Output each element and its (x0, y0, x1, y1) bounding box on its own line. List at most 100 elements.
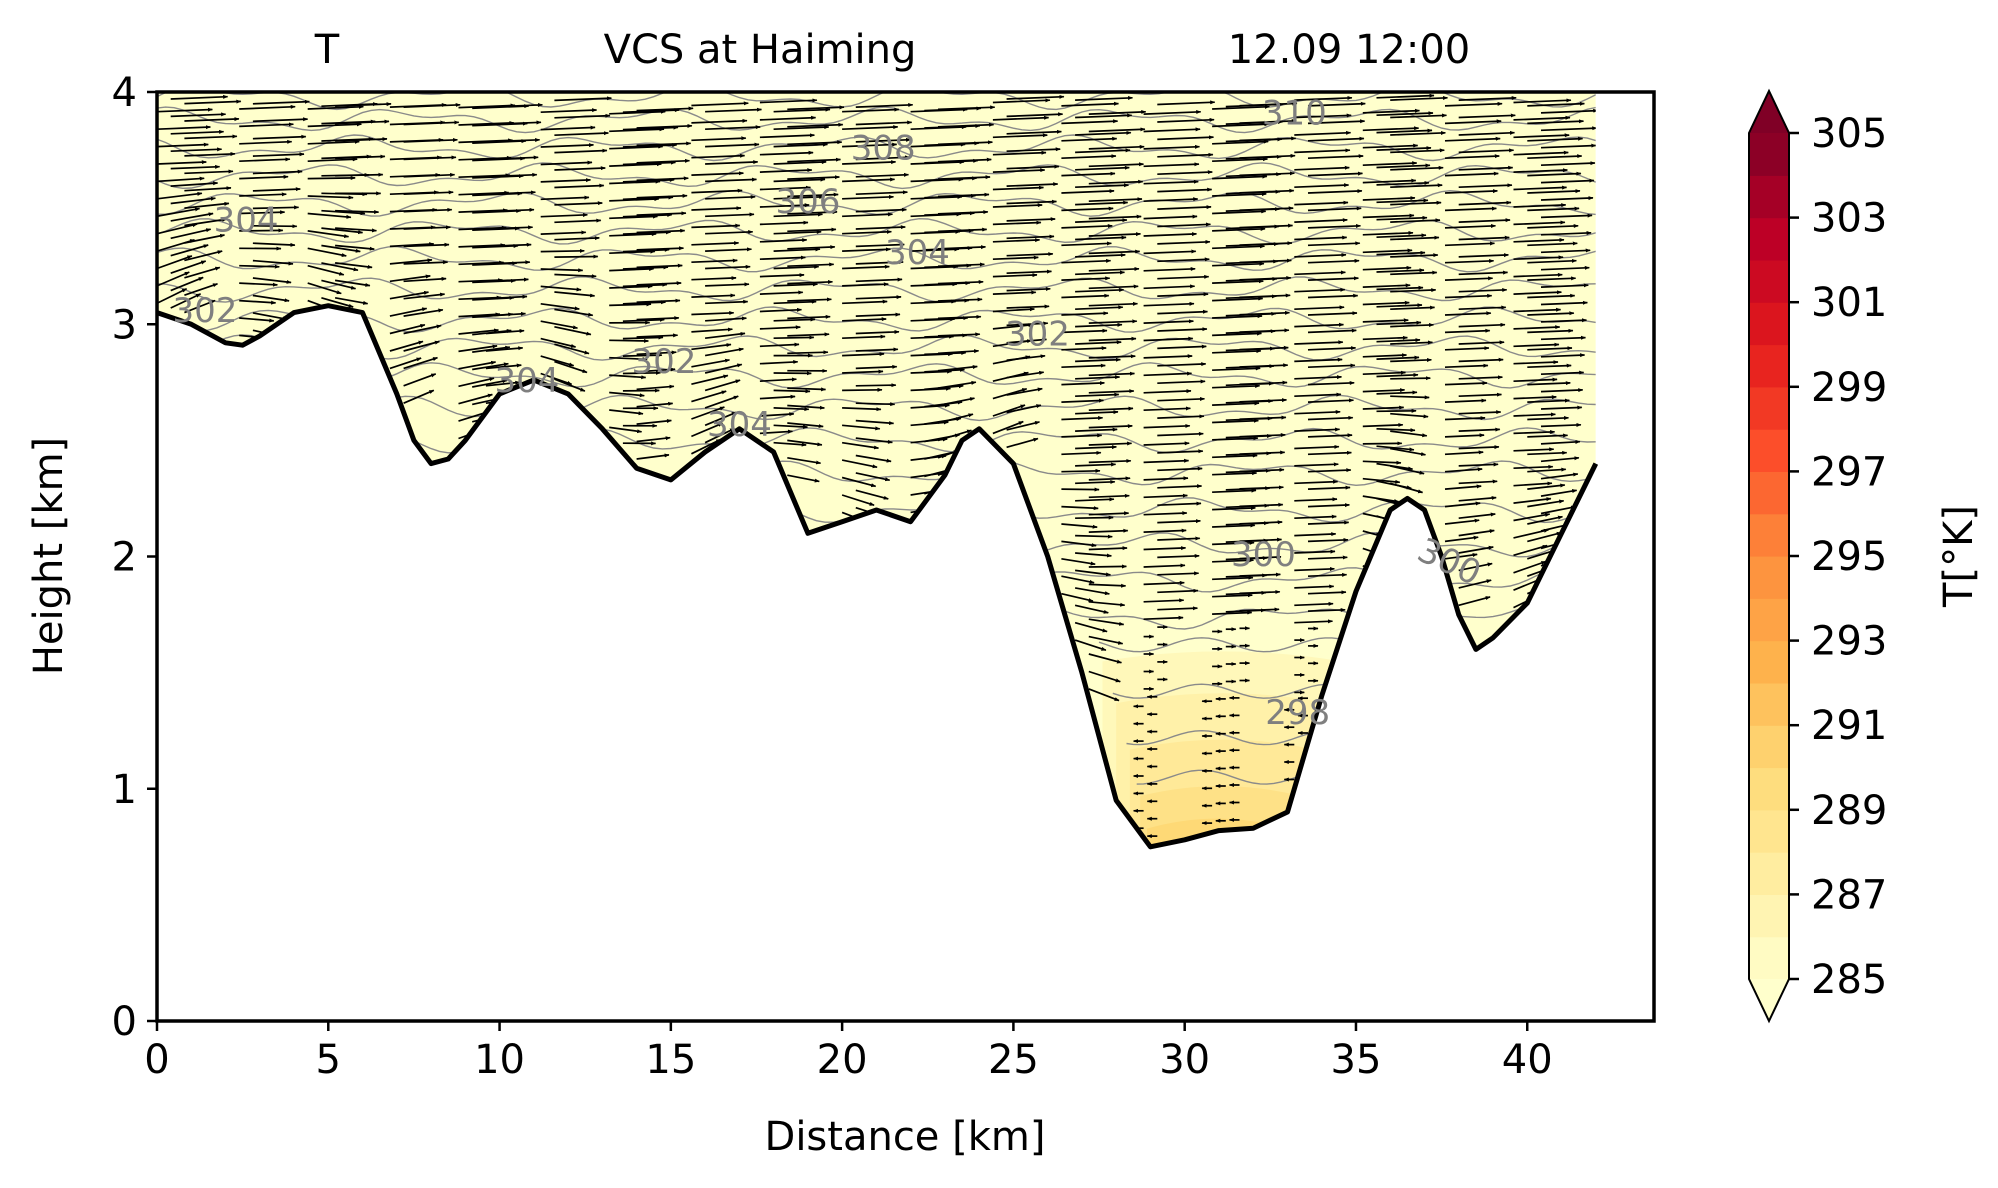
wind-arrow (1157, 571, 1200, 576)
wind-arrow (1390, 148, 1445, 154)
wind-arrow (1294, 566, 1335, 572)
wind-arrow (403, 242, 450, 248)
wind-arrow (609, 266, 655, 272)
wind-arrow (622, 265, 669, 270)
wind-arrow (1376, 338, 1421, 343)
wind-arrow (1088, 424, 1133, 429)
wind-arrow (691, 241, 740, 246)
wind-arrow (609, 426, 643, 434)
wind-arrow (1239, 171, 1295, 177)
wind-arrow (1061, 241, 1112, 247)
wind-arrow (1157, 414, 1205, 419)
wind-arrow (1143, 301, 1195, 307)
wind-arrow (842, 194, 894, 200)
wind-arrow (1307, 101, 1366, 107)
wind-arrow (307, 212, 352, 219)
wind-arrow (636, 176, 689, 182)
wind-arrow (1527, 363, 1572, 369)
wind-arrow (759, 185, 811, 191)
wind-arrow (1294, 252, 1347, 258)
wind-arrow (1390, 340, 1433, 345)
wind-arrow (842, 142, 898, 148)
wind-arrow (1458, 253, 1509, 258)
wind-arrow (1540, 405, 1583, 410)
wind-arrow (1294, 218, 1348, 223)
wind-arrow (1157, 274, 1210, 280)
wind-arrow (403, 260, 449, 265)
wind-arrow (1362, 283, 1411, 288)
wind-arrow (759, 203, 810, 208)
wind-arrow (842, 177, 896, 183)
wind-arrow (1075, 95, 1133, 101)
wind-arrow (1157, 536, 1201, 541)
wind-arrow (691, 118, 748, 124)
wind-arrow (403, 102, 461, 108)
wind-arrow (636, 333, 679, 338)
wind-arrow (1061, 450, 1102, 456)
wind-arrow (1294, 479, 1339, 485)
wind-arrow (842, 407, 882, 412)
wind-arrow (1088, 635, 1124, 645)
wind-arrow (773, 389, 811, 394)
wind-arrow (691, 276, 737, 281)
wind-arrow (1390, 253, 1439, 258)
colorbar-segment (1749, 767, 1789, 811)
wind-arrow (1239, 502, 1284, 508)
wind-arrow (1527, 415, 1569, 421)
wind-arrow (1444, 136, 1501, 142)
wind-arrow (485, 207, 535, 213)
wind-arrow (1376, 93, 1435, 99)
wind-arrow (609, 284, 653, 289)
wind-arrow (609, 302, 652, 307)
x-tick-label: 40 (1502, 1037, 1553, 1083)
wind-arrow (992, 420, 1024, 435)
wind-arrow (1540, 388, 1584, 393)
wind-arrow (992, 255, 1039, 261)
wind-arrow (1458, 148, 1515, 154)
wind-arrow (1390, 447, 1426, 456)
wind-arrow (252, 134, 307, 140)
wind-arrow (1458, 113, 1516, 119)
contour-label: 304 (885, 233, 950, 273)
wind-arrow (1444, 450, 1484, 456)
wind-arrow (389, 323, 426, 335)
wind-arrow (1212, 244, 1265, 250)
wind-arrow (1006, 217, 1056, 222)
wind-arrow (1527, 136, 1584, 142)
wind-arrow (1444, 206, 1497, 212)
wind-arrow (855, 437, 893, 444)
isotherm-line (1136, 769, 1302, 785)
wind-arrow (307, 282, 342, 295)
wind-arrow (1513, 115, 1571, 121)
wind-arrow (1362, 405, 1405, 410)
wind-arrow (705, 194, 756, 200)
wind-arrow (1294, 148, 1351, 154)
wind-arrow (842, 299, 888, 305)
wind-arrow (1075, 287, 1125, 293)
wind-arrow (321, 244, 361, 253)
colorbar-segment (1749, 302, 1789, 346)
wind-arrow (705, 316, 747, 322)
wind-arrow (1458, 357, 1504, 363)
wind-arrow (321, 227, 364, 235)
colorbar-segment (1749, 936, 1789, 980)
wind-arrow (1527, 119, 1584, 125)
wind-arrow (389, 340, 424, 352)
wind-arrow (554, 273, 597, 279)
wind-arrow (554, 131, 609, 137)
wind-arrow (1075, 552, 1112, 558)
wind-arrow (855, 402, 896, 407)
wind-arrow (1075, 113, 1133, 119)
wind-arrow (1239, 450, 1286, 455)
wind-arrow (1088, 144, 1145, 150)
wind-arrow (855, 312, 901, 317)
wind-arrow (841, 494, 875, 507)
wind-arrow (1075, 183, 1129, 189)
wind-arrow (389, 290, 429, 300)
wind-arrow (1061, 487, 1100, 492)
wind-arrow (1513, 255, 1564, 261)
wind-arrow (252, 152, 305, 157)
wind-arrow (1075, 357, 1121, 363)
wind-arrow (842, 107, 900, 113)
